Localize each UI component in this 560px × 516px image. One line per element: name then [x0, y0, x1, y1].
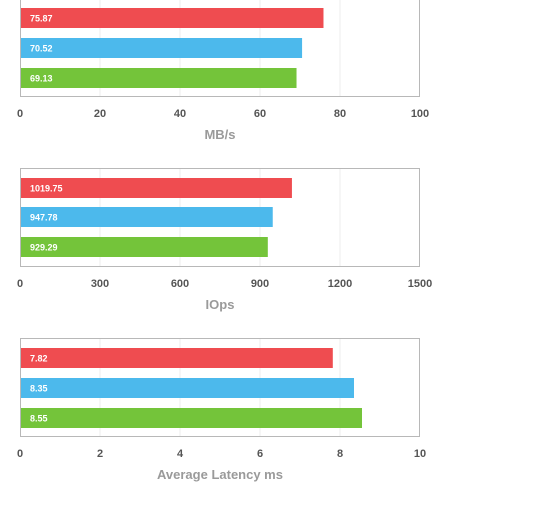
- x-tick-label: 20: [94, 108, 106, 120]
- bar: [20, 178, 292, 198]
- x-tick-label: 8: [337, 448, 343, 460]
- bar: [20, 38, 303, 58]
- bar: [20, 408, 362, 428]
- x-tick-label: 100: [411, 108, 429, 120]
- x-axis-title: MB/s: [204, 127, 235, 142]
- x-tick-label: 10: [414, 448, 426, 460]
- bar-value-label: 7.82: [30, 354, 48, 364]
- x-tick-label: 300: [91, 278, 109, 290]
- x-axis-title: IOps: [206, 297, 235, 312]
- bar-value-label: 8.55: [30, 414, 48, 424]
- bar-value-label: 1019.75: [30, 184, 63, 194]
- x-tick-label: 6: [257, 448, 263, 460]
- bar: [20, 348, 333, 368]
- bar: [20, 237, 268, 257]
- chart-3: 7.82 8.35 8.55 0 2 4 6 8 10 Average Latency ms: [17, 338, 426, 482]
- plot-frame: [20, 338, 420, 437]
- chart-2: 1019.75 947.78 929.29 0 300 600 900 1200 1500 IOp…: [17, 168, 432, 312]
- x-tick-label: 2: [97, 448, 103, 460]
- x-tick-label: 60: [254, 108, 266, 120]
- x-tick-label: 1200: [328, 278, 352, 290]
- bar-value-label: 70.52: [30, 44, 53, 54]
- chart-1: 75.87 70.52 69.13 0 20 40 60 80 100 MB/s: [17, 0, 429, 142]
- x-tick-label: 80: [334, 108, 346, 120]
- plot-frame: [20, 168, 420, 267]
- x-tick-label: 900: [251, 278, 269, 290]
- bar: [20, 207, 273, 227]
- bar: [20, 68, 297, 88]
- bar: [20, 8, 324, 28]
- x-tick-label: 40: [174, 108, 186, 120]
- bar-value-label: 947.78: [30, 213, 58, 223]
- bar-value-label: 929.29: [30, 243, 58, 253]
- x-tick-label: 1500: [408, 278, 432, 290]
- bar-value-label: 8.35: [30, 384, 48, 394]
- x-tick-label: 600: [171, 278, 189, 290]
- plot-frame: [20, 0, 420, 97]
- bar-value-label: 75.87: [30, 14, 53, 24]
- x-tick-label: 0: [17, 448, 23, 460]
- bar: [20, 378, 354, 398]
- x-tick-label: 4: [177, 448, 184, 460]
- x-tick-label: 0: [17, 278, 23, 290]
- x-axis-title: Average Latency ms: [157, 467, 283, 482]
- bar-value-label: 69.13: [30, 74, 53, 84]
- x-tick-label: 0: [17, 108, 23, 120]
